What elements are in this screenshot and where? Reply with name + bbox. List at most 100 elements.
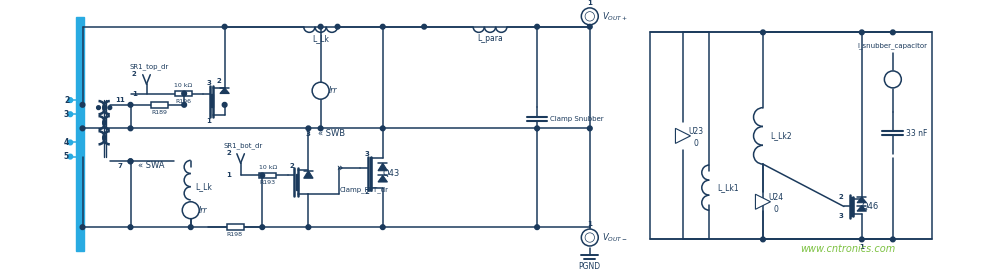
Text: 1: 1 — [588, 221, 593, 227]
Text: 3: 3 — [306, 131, 311, 137]
Text: 1: 1 — [588, 0, 593, 6]
Circle shape — [188, 225, 193, 230]
Text: I_snubber_capacitor: I_snubber_capacitor — [857, 42, 928, 49]
Polygon shape — [220, 88, 230, 93]
Circle shape — [68, 140, 73, 145]
Text: $V_{OUT-}$: $V_{OUT-}$ — [602, 231, 628, 244]
Circle shape — [535, 24, 540, 29]
Text: 1: 1 — [206, 118, 211, 124]
Text: 2: 2 — [217, 78, 222, 84]
Text: R196: R196 — [176, 99, 191, 104]
Polygon shape — [676, 128, 691, 143]
Text: Q43: Q43 — [383, 169, 400, 178]
Bar — [228, 224, 244, 230]
Circle shape — [760, 237, 765, 242]
Text: 10 kΩ: 10 kΩ — [174, 83, 192, 89]
Polygon shape — [378, 163, 387, 171]
Text: R198: R198 — [227, 232, 242, 237]
Circle shape — [582, 229, 598, 246]
Circle shape — [535, 225, 540, 230]
Circle shape — [859, 30, 864, 35]
Circle shape — [312, 82, 329, 99]
Text: L_para: L_para — [477, 35, 503, 43]
Text: Irr: Irr — [329, 86, 337, 95]
Text: L_Lk2: L_Lk2 — [770, 131, 792, 140]
Text: SR1_bot_dr: SR1_bot_dr — [224, 142, 263, 149]
Text: L_Lk: L_Lk — [312, 35, 329, 43]
Text: www.cntronics.com: www.cntronics.com — [800, 244, 896, 254]
Circle shape — [129, 126, 132, 131]
Polygon shape — [378, 176, 387, 182]
Text: R189: R189 — [152, 110, 168, 115]
Circle shape — [760, 30, 765, 35]
Text: L_Lk: L_Lk — [195, 182, 212, 191]
Circle shape — [80, 225, 85, 230]
Bar — [650, 32, 932, 239]
Circle shape — [223, 103, 227, 107]
Circle shape — [129, 159, 132, 164]
Bar — [296, 174, 298, 190]
Circle shape — [306, 225, 311, 230]
Polygon shape — [857, 205, 866, 211]
Circle shape — [582, 8, 598, 25]
Text: « SWB: « SWB — [319, 129, 345, 137]
Text: 2: 2 — [64, 96, 69, 104]
Circle shape — [80, 103, 85, 107]
Bar — [259, 173, 277, 178]
Circle shape — [535, 126, 540, 131]
Circle shape — [585, 233, 594, 242]
Text: 11: 11 — [116, 97, 125, 103]
Text: 2: 2 — [364, 189, 369, 195]
Circle shape — [585, 12, 594, 21]
Circle shape — [108, 106, 112, 110]
Circle shape — [318, 24, 323, 29]
Circle shape — [381, 225, 386, 230]
Circle shape — [80, 126, 85, 131]
Text: « SWA: « SWA — [138, 161, 165, 170]
Text: 3: 3 — [64, 110, 69, 119]
Circle shape — [182, 202, 199, 219]
Circle shape — [181, 91, 186, 96]
Circle shape — [422, 24, 427, 29]
Circle shape — [181, 103, 186, 107]
Circle shape — [306, 126, 311, 131]
Bar — [370, 157, 372, 190]
Text: 4: 4 — [64, 138, 69, 147]
Bar — [76, 17, 84, 251]
Circle shape — [68, 112, 73, 117]
Circle shape — [859, 237, 864, 242]
Text: Clamp Snubber: Clamp Snubber — [550, 116, 604, 122]
Circle shape — [223, 24, 227, 29]
Text: 2: 2 — [226, 150, 231, 156]
Circle shape — [260, 225, 265, 230]
Circle shape — [588, 24, 593, 29]
Circle shape — [336, 24, 339, 29]
Text: Clamp_FET_dr: Clamp_FET_dr — [339, 186, 388, 193]
Circle shape — [891, 237, 896, 242]
Text: 0: 0 — [694, 139, 698, 148]
Text: SR1_top_dr: SR1_top_dr — [129, 63, 169, 70]
Circle shape — [129, 103, 132, 107]
Text: 10 kΩ: 10 kΩ — [259, 166, 277, 170]
Text: 0: 0 — [774, 205, 779, 214]
Circle shape — [884, 71, 902, 88]
Bar — [212, 93, 213, 107]
Bar — [151, 102, 168, 108]
Text: »: » — [336, 163, 342, 173]
Text: 33 nF: 33 nF — [906, 129, 927, 137]
Bar — [175, 91, 191, 96]
Text: Q46: Q46 — [861, 202, 879, 211]
Text: 7: 7 — [118, 163, 123, 169]
Text: 2: 2 — [131, 71, 136, 77]
Circle shape — [68, 154, 73, 159]
Text: PGND: PGND — [579, 262, 600, 270]
Text: 2: 2 — [289, 163, 294, 169]
Circle shape — [318, 126, 323, 131]
Circle shape — [381, 126, 386, 131]
Bar — [852, 197, 853, 216]
Circle shape — [129, 225, 132, 230]
Text: 1: 1 — [859, 244, 864, 250]
Circle shape — [891, 30, 896, 35]
Text: 3: 3 — [839, 213, 844, 219]
Text: R193: R193 — [260, 180, 276, 185]
